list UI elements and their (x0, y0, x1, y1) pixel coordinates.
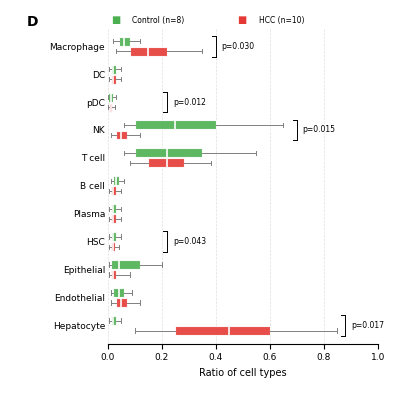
Bar (111, 204, 116, 213)
Text: Control (n=8): Control (n=8) (132, 16, 184, 25)
Text: p=0.043: p=0.043 (173, 237, 206, 246)
Bar (111, 214, 116, 223)
Bar (108, 93, 113, 101)
Text: p=0.017: p=0.017 (351, 321, 384, 330)
Text: p=0.030: p=0.030 (221, 42, 254, 51)
Text: HCC (n=10): HCC (n=10) (259, 16, 304, 25)
Bar (119, 37, 130, 46)
Bar (111, 316, 116, 325)
Bar (111, 260, 140, 269)
Bar (116, 298, 127, 307)
Text: ■: ■ (111, 15, 120, 25)
Text: p=0.012: p=0.012 (173, 97, 206, 107)
Bar (116, 130, 127, 140)
Bar (113, 288, 124, 297)
Bar (135, 149, 202, 157)
Text: p=0.015: p=0.015 (302, 125, 335, 134)
Bar (130, 47, 167, 56)
Text: ■: ■ (238, 15, 247, 25)
Bar (109, 103, 112, 112)
Bar (111, 186, 116, 195)
Bar (111, 75, 116, 84)
Bar (111, 64, 116, 73)
X-axis label: Ratio of cell types: Ratio of cell types (199, 368, 287, 378)
Bar (111, 270, 116, 279)
Bar (111, 242, 115, 251)
Bar (111, 232, 116, 241)
Bar (176, 326, 270, 335)
Bar (148, 158, 184, 167)
Text: D: D (27, 15, 38, 29)
Bar (113, 176, 119, 185)
Bar (135, 121, 216, 129)
